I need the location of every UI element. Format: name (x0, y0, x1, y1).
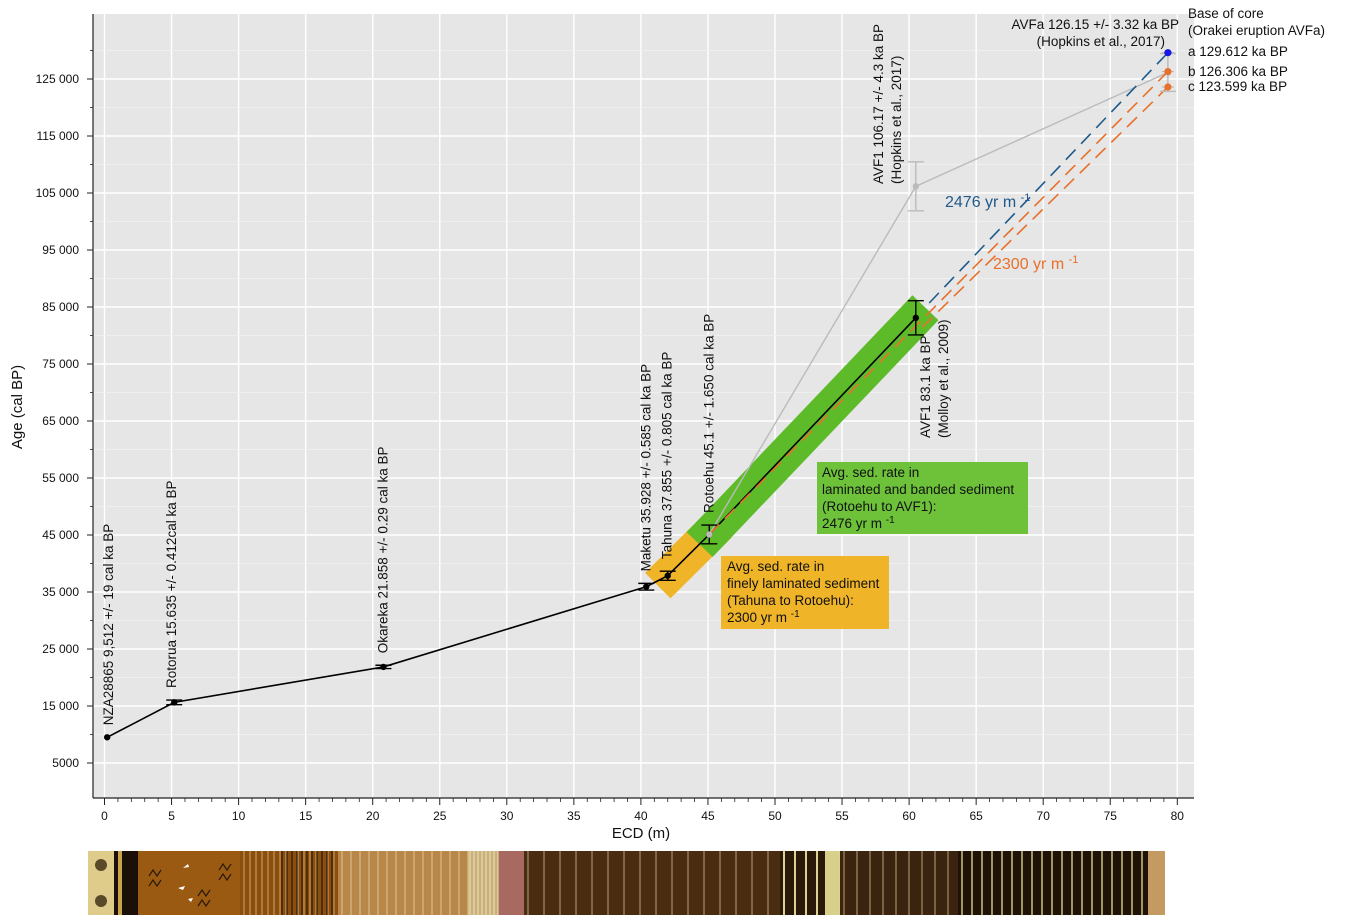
orange-rate-label: 2300 yr m -1 (993, 254, 1078, 273)
data-point (103, 734, 111, 741)
x-tick-label: 75 (1104, 809, 1118, 823)
x-tick-label: 10 (232, 809, 246, 823)
avf1-molloy-label: (Molloy et al., 2009) (936, 319, 951, 438)
x-tick-label: 30 (500, 809, 514, 823)
y-tick-label: 15 000 (42, 699, 79, 713)
avf1-hopkins-label: (Hopkins et al., 2017) (889, 56, 904, 184)
green-box-rate: 2476 yr m (822, 516, 882, 531)
core-laminations (243, 851, 1143, 915)
yellow-box-rate-sup: -1 (791, 609, 800, 620)
avf1-hopkins-label: AVF1 106.17 +/- 4.3 ka BP (871, 24, 886, 184)
x-tick-label: 55 (835, 809, 849, 823)
x-tick-label: 60 (902, 809, 916, 823)
y-tick-label: 125 000 (36, 72, 80, 86)
base-label-a: a 129.612 ka BP (1188, 44, 1288, 59)
blue-rate-label: 2476 yr m -1 (945, 192, 1030, 211)
sediment-core-image (88, 851, 1165, 915)
plot-background (93, 14, 1194, 798)
yellow-box-line-2: finely laminated sediment (727, 576, 880, 591)
green-box-line-3: (Rotoehu to AVF1): (822, 499, 937, 514)
green-box-rate-sup: -1 (886, 515, 895, 526)
point-label: Okareka 21.858 +/- 0.29 cal ka BP (375, 447, 390, 654)
y-tick-label: 115 000 (37, 129, 80, 143)
x-tick-label: 80 (1171, 809, 1185, 823)
base-label-c: c 123.599 ka BP (1188, 79, 1287, 94)
point-label: Maketu 35.928 +/- 0.585 cal ka BP (638, 364, 653, 572)
data-points (103, 49, 1176, 741)
blue-rate-text: 2476 yr m (945, 194, 1016, 211)
blue-rate-sup: -1 (1021, 192, 1031, 204)
base-of-core-header-2: (Orakei eruption AVFa) (1188, 23, 1325, 38)
yellow-box-line-3: (Tahuna to Rotoehu): (727, 593, 854, 608)
data-point (643, 583, 650, 590)
y-tick-label: 45 000 (42, 528, 79, 542)
x-tick-label: 40 (634, 809, 648, 823)
y-tick-label: 105 000 (36, 186, 80, 200)
core-tephra-band (825, 851, 839, 915)
green-box-line-2: laminated and banded sediment (822, 482, 1014, 497)
x-tick-label: 25 (433, 809, 447, 823)
point-label: Tahuna 37.855 +/- 0.805 cal ka BP (660, 352, 675, 560)
base-of-core-point (1164, 67, 1172, 76)
green-box-line-4: 2476 yr m -1 (822, 515, 895, 531)
data-point (380, 663, 387, 671)
base-of-core-point (1164, 83, 1172, 91)
annotations: NZA28865 9,512 +/- 19 cal ka BP Rotorua 1… (101, 24, 951, 725)
orange-rate-sup: -1 (1069, 254, 1079, 266)
yellow-box-line-1: Avg. sed. rate in (727, 559, 824, 574)
point-label: Rotoehu 45.1 +/- 1.650 cal ka BP (701, 314, 716, 513)
avf1-molloy-label: AVF1 83.1 ka BP (918, 335, 933, 438)
yellow-rate-box-bg (721, 556, 889, 629)
x-tick-label: 0 (101, 809, 108, 823)
data-point (706, 531, 713, 538)
y-tick-label: 25 000 (42, 642, 79, 656)
y-axis-title: Age (cal BP) (9, 365, 26, 449)
yellow-box-rate: 2300 yr m (727, 610, 787, 625)
y-tick-label: 5000 (52, 756, 79, 770)
data-point (912, 314, 920, 322)
x-tick-label: 50 (768, 809, 782, 823)
green-box-line-1: Avg. sed. rate in (822, 465, 919, 480)
point-label: NZA28865 9,512 +/- 19 cal ka BP (101, 524, 116, 726)
core-top-markers (95, 859, 107, 907)
orange-rate-text: 2300 yr m (993, 256, 1064, 273)
avfa-label-2: (Hopkins et al., 2017) (1037, 34, 1165, 49)
core-clasts (178, 864, 193, 902)
dashed-projection (928, 52, 1169, 304)
y-tick-label: 55 000 (42, 471, 79, 485)
base-label-b: b 126.306 ka BP (1188, 64, 1288, 79)
yellow-box-line-4: 2300 yr m -1 (727, 609, 800, 625)
base-of-core-header-1: Base of core (1188, 6, 1264, 21)
axes: 0 5 10 15 20 25 30 35 40 45 50 55 60 65 70 75 80 5000 15 0… (36, 14, 1194, 823)
x-axis-title: ECD (m) (612, 825, 670, 842)
grid (93, 14, 1194, 798)
green-rate-box-bg (817, 462, 1028, 534)
data-point (912, 183, 920, 190)
yellow-rate-box: Avg. sed. rate in finely laminated sedim… (721, 556, 889, 629)
x-tick-label: 70 (1037, 809, 1051, 823)
y-tick-label: 65 000 (42, 414, 79, 428)
data-point (664, 572, 671, 579)
point-label: Rotorua 15.635 +/- 0.412cal ka BP (164, 481, 179, 689)
base-of-core-point (1164, 49, 1172, 57)
y-tick-label: 95 000 (42, 243, 79, 257)
y-tick-label: 35 000 (42, 585, 79, 599)
x-tick-label: 45 (701, 809, 715, 823)
y-tick-label: 75 000 (42, 357, 79, 371)
dashed-projection (921, 86, 1169, 328)
x-tick-label: 5 (168, 809, 175, 823)
x-tick-label: 15 (299, 809, 313, 823)
y-tick-label: 85 000 (42, 300, 79, 314)
x-tick-label: 20 (366, 809, 380, 823)
green-rate-box: Avg. sed. rate in laminated and banded s… (817, 462, 1028, 534)
x-tick-label: 35 (567, 809, 581, 823)
x-tick-label: 65 (969, 809, 983, 823)
data-point (171, 699, 178, 706)
avfa-label-1: AVFa 126.15 +/- 3.32 ka BP (1012, 17, 1179, 32)
core-squiggles (148, 862, 232, 908)
